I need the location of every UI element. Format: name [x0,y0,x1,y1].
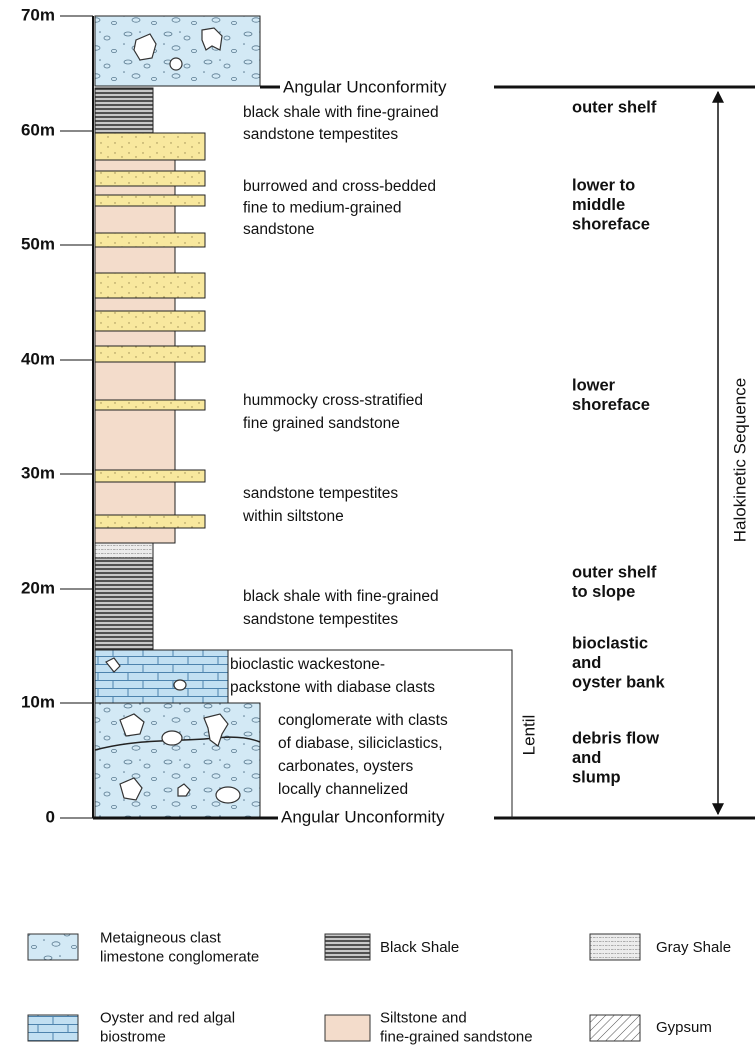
lithology-description: bioclastic wackestone- [230,656,385,673]
environment-label: middle [572,196,625,214]
legend-label: Gray Shale [656,939,731,956]
lithology-description: black shale with fine-grained [243,588,439,605]
legend-label: Black Shale [380,939,459,956]
legend-label: Gypsum [656,1019,712,1036]
depth-label: 50m [21,234,55,253]
legend-label: Oyster and red algal [100,1009,235,1026]
depth-label: 0 [46,807,55,826]
sequence-label: Halokinetic Sequence [730,378,749,542]
stratigraphic-column: Halokinetic Sequence Lentil Angular Unco… [0,0,755,1050]
lithology-description: packstone with diabase clasts [230,679,435,696]
environment-label: bioclastic [572,634,648,652]
lithology-description: black shale with fine-grained [243,104,439,121]
lithology-description: of diabase, siliciclastics, [278,735,443,752]
lithology-description: sandstone tempestites [243,611,398,628]
lithology-description: conglomerate with clasts [278,712,448,729]
lithology-description: burrowed and cross-bedded [243,178,436,195]
lithology-description: fine to medium-grained [243,200,402,217]
environment-label: outer shelf [572,563,657,581]
environment-label: shoreface [572,396,650,414]
column [95,16,260,818]
unconformity-label: Angular Unconformity [281,807,445,826]
depth-label: 70m [21,5,55,24]
environment-label: lower to [572,176,635,194]
lentil-label: Lentil [519,715,538,756]
environment-label: oyster bank [572,673,665,691]
lithology-description: locally channelized [278,781,408,798]
environment-label: slump [572,768,621,786]
lithology-description: hummocky cross-stratified [243,392,423,409]
depth-label: 10m [21,692,55,711]
environment-label: and [572,654,601,672]
lithology-description: sandstone [243,221,315,238]
depth-label: 30m [21,463,55,482]
environment-label: outer shelf [572,98,657,116]
depth-label: 20m [21,578,55,597]
legend-label: Siltstone and [380,1009,467,1026]
environment-label: debris flow [572,729,659,747]
lithology-description: sandstone tempestites [243,126,398,143]
depth-label: 40m [21,349,55,368]
lithology-description: within siltstone [242,508,344,525]
environment-label: and [572,749,601,767]
depth-label: 60m [21,120,55,139]
environment-label: lower [572,376,616,394]
legend-label: fine-grained sandstone [380,1028,533,1045]
environment-label: to slope [572,583,635,601]
lithology-description: fine grained sandstone [243,415,400,432]
axis [60,16,93,818]
environment-label: shoreface [572,215,650,233]
legend-label: biostrome [100,1028,166,1045]
lithology-description: carbonates, oysters [278,758,414,775]
legend-label: limestone conglomerate [100,948,259,965]
legend-label: Metaigneous clast [100,929,222,946]
lithology-description: sandstone tempestites [243,485,398,502]
unconformity-label: Angular Unconformity [283,77,447,96]
